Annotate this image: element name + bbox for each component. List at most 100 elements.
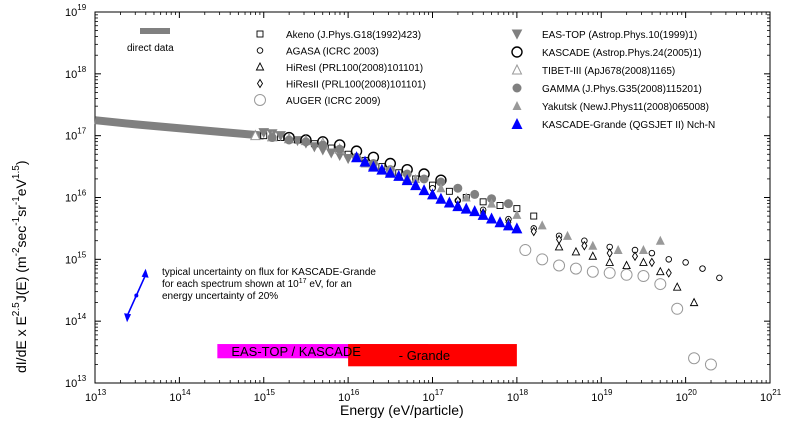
band-label-0: EAS-TOP / KASCADE xyxy=(231,344,361,359)
y-tick-label: 1015 xyxy=(65,250,87,266)
legend-label: Akeno (J.Phys.G18(1992)423) xyxy=(286,30,421,41)
data-point xyxy=(258,128,270,139)
x-tick-label: 1016 xyxy=(338,388,360,404)
data-point xyxy=(479,198,487,206)
band-1 xyxy=(348,344,517,367)
data-point xyxy=(655,266,665,276)
data-point xyxy=(620,268,633,281)
data-point xyxy=(301,137,311,147)
data-point xyxy=(671,302,684,315)
data-point xyxy=(605,257,615,266)
y-tick-label: 1014 xyxy=(65,312,87,328)
data-point xyxy=(275,131,286,142)
data-point xyxy=(477,208,489,220)
legend-marker xyxy=(512,83,522,93)
data-point xyxy=(716,274,723,282)
data-point xyxy=(502,219,514,231)
x-tick-label: 1013 xyxy=(85,388,107,404)
data-point xyxy=(511,222,523,234)
data-point xyxy=(318,140,328,150)
data-point xyxy=(410,179,422,191)
legend-marker xyxy=(256,78,264,89)
series-4 xyxy=(519,244,717,371)
direct-data-legend-label: direct data xyxy=(127,43,174,54)
data-point xyxy=(648,249,656,257)
data-point xyxy=(419,174,429,184)
legend-label: KASCADE (Astrop.Phys.24(2005)1) xyxy=(542,48,702,59)
data-point xyxy=(530,226,537,237)
legend-label: TIBET-III (ApJ678(2008)1165) xyxy=(542,66,675,77)
data-point xyxy=(699,265,706,272)
data-point xyxy=(496,202,504,209)
uncertainty-note: typical uncertainty on flux for KASCADE-… xyxy=(124,267,376,323)
data-point xyxy=(622,260,631,269)
data-point xyxy=(672,282,682,291)
data-point xyxy=(325,148,337,159)
data-point xyxy=(453,183,463,193)
data-point xyxy=(556,234,563,245)
data-point xyxy=(443,196,455,208)
data-point xyxy=(418,184,430,196)
data-point xyxy=(367,160,379,172)
data-point xyxy=(292,136,303,147)
direct-data-band xyxy=(94,116,265,140)
data-point xyxy=(569,262,582,275)
data-point xyxy=(494,216,506,228)
legend-label: Yakutsk (NewJ.Phys11(2008)065008) xyxy=(542,102,709,113)
y-tick-label: 1013 xyxy=(65,374,87,390)
data-point xyxy=(688,352,701,365)
uncertainty-midpoint xyxy=(134,293,139,298)
data-point xyxy=(445,187,453,195)
data-point xyxy=(553,259,566,272)
data-point xyxy=(436,183,446,193)
data-point xyxy=(351,151,363,163)
data-point xyxy=(537,220,547,230)
data-point xyxy=(638,245,648,255)
data-point xyxy=(384,166,396,178)
legend-marker xyxy=(254,94,266,106)
data-point xyxy=(519,244,532,257)
data-point xyxy=(487,198,497,208)
data-series xyxy=(94,116,723,371)
note-line-2: for each spectrum shown at 1017 eV, for … xyxy=(162,278,352,290)
legend-marker xyxy=(511,29,523,40)
data-point xyxy=(639,257,648,266)
legend-label: EAS-TOP (Astrop.Phys.10(1999)1) xyxy=(542,30,697,41)
data-point xyxy=(393,169,405,181)
data-point xyxy=(655,235,665,245)
data-point xyxy=(654,278,667,291)
y-tick-label: 1019 xyxy=(65,3,87,19)
uncertainty-arrowhead-up xyxy=(141,268,149,278)
data-point xyxy=(503,199,513,209)
data-point xyxy=(648,257,655,268)
axis-ticks xyxy=(94,11,771,384)
data-point xyxy=(452,200,464,212)
data-point xyxy=(581,240,588,251)
data-point xyxy=(536,253,549,266)
data-point xyxy=(401,174,413,186)
data-point xyxy=(704,358,717,371)
y-tick-label: 1017 xyxy=(65,127,87,143)
y-axis-title: dI/dE x E2.5J(E) (m-2sec-1sr-1eV1.5) xyxy=(11,161,29,374)
band-label-1: - Grande xyxy=(399,348,450,363)
data-point xyxy=(436,177,446,187)
data-point xyxy=(335,144,345,154)
x-tick-label: 1021 xyxy=(760,388,782,404)
data-point xyxy=(613,245,623,255)
energy-range-bands: EAS-TOP / KASCADE - Grande xyxy=(217,344,517,367)
note-line-1: typical uncertainty on flux for KASCADE-… xyxy=(162,267,376,278)
data-point xyxy=(250,129,261,141)
data-point xyxy=(461,192,471,202)
data-point xyxy=(530,212,538,220)
x-tick-label: 1014 xyxy=(169,388,191,404)
data-point xyxy=(665,268,672,278)
data-point xyxy=(631,251,639,262)
data-point xyxy=(512,209,522,219)
legend-marker xyxy=(256,47,264,54)
data-point xyxy=(359,155,371,167)
legend-marker xyxy=(511,118,523,129)
legend-label: KASCADE-Grande (QGSJET II) Nch-N xyxy=(542,120,715,131)
data-point xyxy=(571,246,581,256)
data-point xyxy=(435,192,447,204)
